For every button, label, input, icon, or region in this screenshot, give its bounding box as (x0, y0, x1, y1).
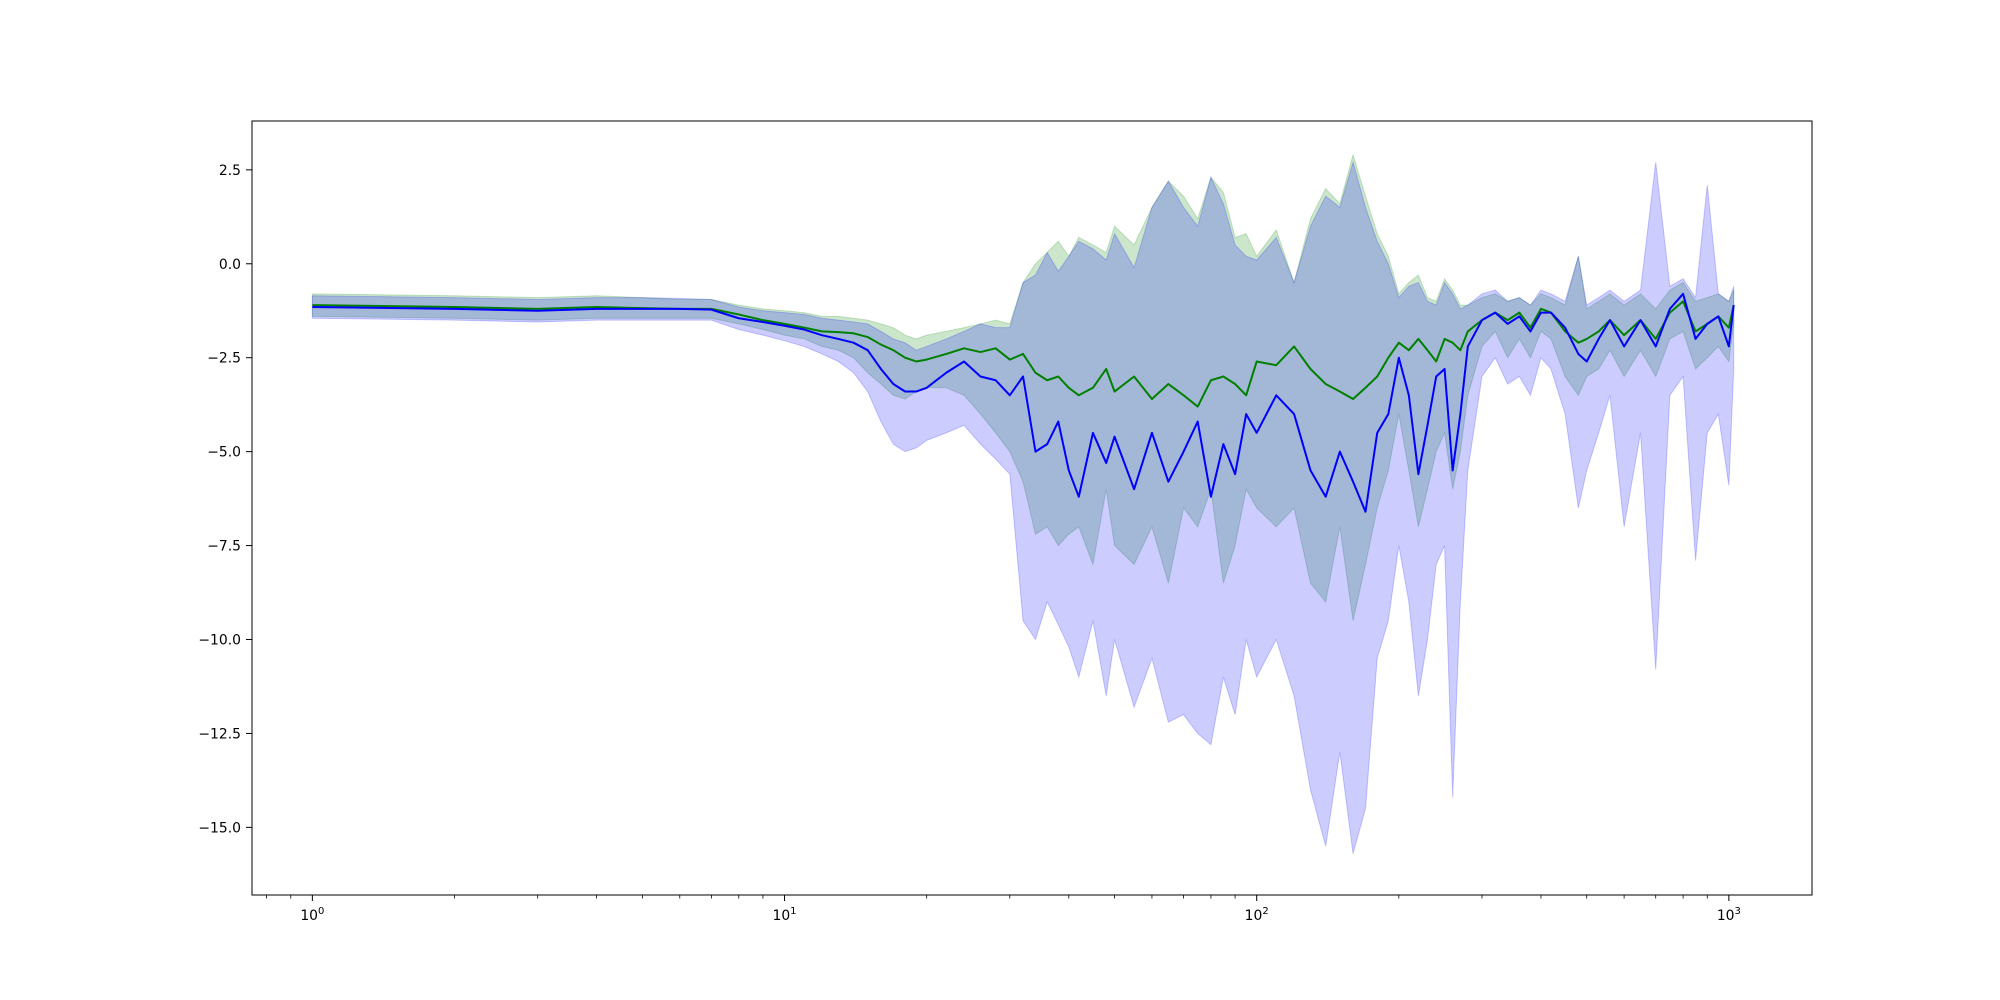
confidence-bands (311, 153, 1735, 854)
y-tick-label: −10.0 (198, 633, 241, 649)
y-tick-label: 0.0 (219, 257, 241, 273)
y-tick-label: −12.5 (198, 726, 241, 742)
series-lines (312, 292, 1735, 513)
y-axis: 2.5 0.0 −2.5 −5.0 −7.5 −10.0 −12.5 −15.0 (198, 163, 252, 836)
plot-frame (251, 120, 1813, 896)
y-tick-label: −7.5 (207, 539, 241, 555)
x-tick-label: 102 (1245, 906, 1269, 924)
x-tick-label: 101 (772, 906, 796, 924)
x-tick-label: 103 (1717, 906, 1741, 924)
y-tick-label: −5.0 (207, 445, 241, 461)
y-tick-label: −15.0 (198, 820, 241, 836)
x-tick-label: 100 (300, 906, 324, 924)
y-tick-label: 2.5 (219, 163, 241, 179)
blue-series-line (312, 292, 1735, 513)
y-tick-label: −2.5 (207, 351, 241, 367)
x-axis: 100 101 102 103 (266, 895, 1741, 924)
blue-series-band (311, 160, 1735, 854)
green-series-band (311, 153, 1735, 621)
